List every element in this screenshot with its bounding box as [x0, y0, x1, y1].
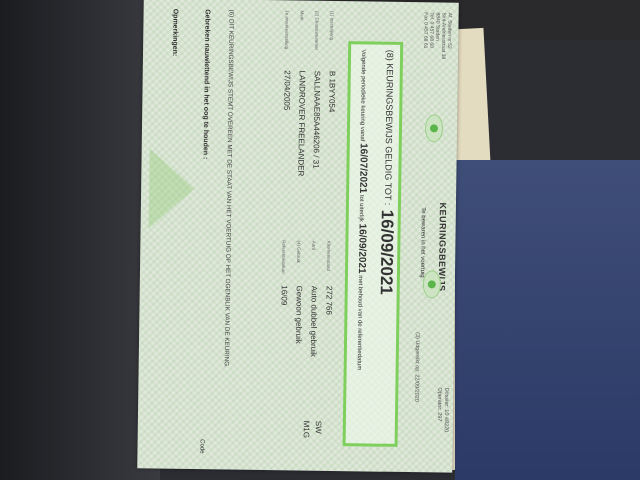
vehicle-category: M1G: [301, 420, 311, 439]
address-line: Fax 0 457 68 61: [422, 12, 429, 49]
make-value: LANDROVER FREELANDER: [296, 70, 307, 177]
chassis-label: (2) Chassisnummer: [314, 10, 320, 51]
inspection-certificate: Af. Staden nr 52 Sint-Andriesstraat 38 8…: [137, 0, 459, 473]
km-label: Kilometerstand: [326, 240, 332, 271]
remarks-heading: Opmerkingen:: [170, 8, 179, 57]
background-dark: [0, 0, 160, 480]
next-to-date: 16/09/2021: [355, 223, 368, 274]
next-suffix: met behoud van de referentiedatum: [355, 275, 363, 371]
plate-value: B 1BYY054: [327, 70, 337, 113]
validity-heading: (8) KEURINGSBEWIJS GELDIG TOT :: [382, 49, 396, 206]
first-reg-value: 27/04/2005: [282, 70, 292, 111]
make-label: Merk: [299, 10, 305, 21]
address-line: Af. Staden nr 52: [446, 12, 453, 49]
next-from-date: 16/07/2021: [357, 143, 369, 194]
plate-label: (1) Inschrijving: [329, 10, 335, 41]
station-address: Af. Staden nr 52 Sint-Andriesstraat 38 8…: [422, 12, 453, 59]
address-line: Tel. 0 457 68 60: [428, 12, 435, 48]
ref-value: 16/09: [279, 285, 289, 306]
km-value: 272 766: [324, 285, 334, 315]
dossier-number: Dossier: 10 48220: [442, 387, 450, 433]
valid-until-date: 16/09/2021: [376, 209, 397, 295]
kind-label: Aard: [311, 240, 317, 251]
watermark-triangle: [148, 148, 195, 230]
next-inspection: Volgende periodieke keuring vanaf 16/07/…: [355, 49, 370, 370]
first-reg-label: 1e inverkeerstelling: [284, 10, 290, 50]
use-value: Gewoon gebruik: [293, 285, 304, 344]
code-label: Code: [198, 439, 205, 454]
address-line: Sint-Andriesstraat 38: [439, 12, 447, 60]
document-subtitle: Te bewaren in het voertuig: [418, 207, 426, 278]
body-code: SW: [313, 420, 323, 434]
next-prefix: Volgende periodieke keuring vanaf: [358, 49, 367, 142]
dossier-info: Dossier: 10 48220 Operator: 297: [435, 387, 450, 433]
vehicle-fields-right: Kilometerstand 272 766 Aard Auto dubbel ge…: [276, 240, 338, 357]
next-mid: tot uiterlijk: [357, 194, 365, 222]
kind-value: Auto dubbel gebruik: [308, 285, 319, 357]
conformity-statement: (6) DIT KEURINGSBEWIJS STEMT OVEREEN MET…: [222, 9, 235, 368]
use-label: (4) Gebruik: [296, 240, 302, 264]
eye-logo-icon: [422, 270, 442, 299]
eye-logo-icon: [424, 114, 444, 143]
ref-label: Referentiedatum: [280, 240, 287, 274]
car-seat: [455, 160, 640, 480]
defects-heading: Gebreken nauwlettend in het oog te houde…: [201, 9, 211, 160]
chassis-value: SALLNAAE85A446206 / 31: [311, 70, 322, 169]
issue-date: (3) Uitgereikt op: 22/09/2020: [413, 332, 421, 402]
vehicle-fields-left: (1) Inschrijving B 1BYY054 (2) Chassisnum…: [278, 10, 340, 177]
validity-box: (8) KEURINGSBEWIJS GELDIG TOT : 16/09/20…: [342, 41, 404, 447]
